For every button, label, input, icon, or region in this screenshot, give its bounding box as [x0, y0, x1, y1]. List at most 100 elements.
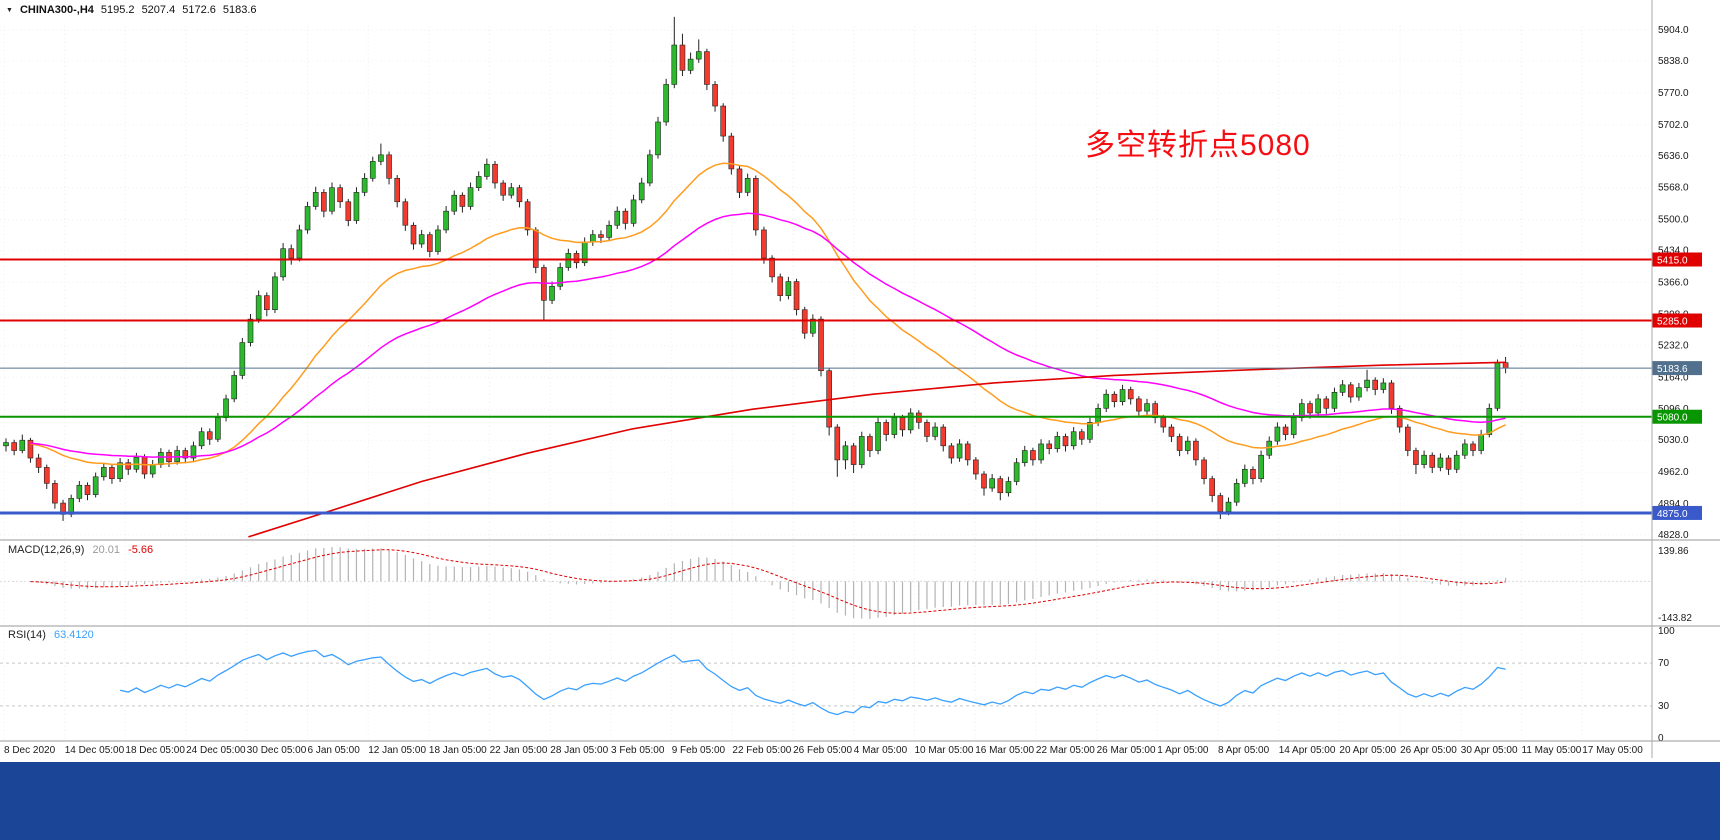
resistance-line-5285-tag: [1652, 313, 1702, 328]
rsi-value: 63.4120: [53, 629, 94, 641]
time-axis-label: 12 Jan 05:00: [368, 745, 426, 756]
candle-body: [1315, 398, 1321, 414]
candle-body: [940, 426, 947, 447]
price-axis-label: 5164.0: [1658, 372, 1689, 383]
candle-body: [1201, 459, 1207, 479]
candle-body: [3, 442, 9, 447]
candle-body: [1282, 426, 1289, 435]
candle-body: [1119, 389, 1126, 403]
candle-body: [435, 229, 441, 252]
candle-body: [369, 161, 376, 179]
time-axis-label: 18 Dec 05:00: [125, 745, 185, 756]
candle-body: [671, 44, 678, 85]
current-price-line-tag: [1652, 361, 1702, 376]
candle-body: [1054, 436, 1061, 449]
candle-body: [956, 443, 963, 459]
time-axis-label: 18 Jan 05:00: [429, 745, 487, 756]
price-axis-label: 5434.0: [1658, 246, 1689, 257]
candle-body: [1494, 362, 1501, 409]
pivot-line-5080-tag: [1652, 409, 1702, 424]
ma-slow-line[interactable]: [248, 361, 1506, 538]
candle-body: [1233, 483, 1240, 503]
candle-body: [337, 187, 343, 203]
candle-body: [19, 439, 26, 451]
candle-body: [1005, 481, 1012, 494]
candle-body: [1307, 403, 1313, 414]
candle-body: [198, 431, 205, 447]
candle-body: [1339, 384, 1346, 393]
time-axis-label: 30 Dec 05:00: [247, 745, 307, 756]
candle-body: [361, 178, 368, 193]
candle-body: [1356, 387, 1362, 398]
candle-body: [296, 229, 303, 259]
candle-body: [516, 187, 523, 203]
time-axis-label: 28 Jan 05:00: [550, 745, 608, 756]
candle-body: [76, 484, 83, 499]
candle-body: [1062, 436, 1069, 447]
time-axis-label: 30 Apr 05:00: [1461, 745, 1518, 756]
candle-body: [117, 462, 123, 479]
candle-body: [728, 135, 735, 170]
price-axis-label: 5030.0: [1658, 435, 1689, 446]
candle-body: [1405, 426, 1411, 451]
time-axis-label: 10 Mar 05:00: [915, 745, 974, 756]
candle-body: [1421, 454, 1427, 465]
price-tag-label: 5415.0: [1657, 256, 1688, 267]
candle-body: [133, 456, 140, 470]
candle-body: [475, 176, 482, 188]
candle-body: [1274, 426, 1281, 442]
candle-body: [272, 276, 278, 311]
price-axis-label: 5904.0: [1658, 25, 1689, 36]
candle-body: [1429, 454, 1436, 468]
candle-body: [459, 194, 466, 207]
candle-body: [394, 178, 401, 203]
candle-body: [84, 484, 91, 495]
rsi-axis-label: 30: [1658, 701, 1670, 712]
candle-body: [687, 58, 694, 71]
price-axis-label: 5636.0: [1658, 151, 1689, 162]
candle-body: [785, 281, 792, 296]
candle-body: [557, 267, 564, 287]
candle-body: [875, 422, 881, 451]
candle-body: [1258, 454, 1264, 479]
macd-main-value: 20.01: [92, 544, 121, 556]
price-tag-label: 4875.0: [1657, 509, 1688, 520]
time-axis-label: 17 May 05:00: [1582, 745, 1643, 756]
candle-body: [973, 459, 979, 475]
ma-mid-line[interactable]: [30, 212, 1506, 458]
candle-body: [484, 163, 490, 177]
candle-body: [867, 436, 873, 451]
candle-body: [43, 467, 50, 484]
candle-body: [1462, 443, 1468, 456]
candle-body: [761, 229, 767, 259]
candle-body: [810, 318, 816, 334]
bottom-bar[interactable]: [0, 762, 1720, 840]
chart-annotation[interactable]: 多空转折点5080: [1085, 129, 1311, 162]
candle-body: [92, 476, 99, 495]
candle-body: [35, 457, 42, 468]
candle-body: [426, 234, 433, 252]
candle-body: [508, 187, 515, 196]
candle-body: [679, 44, 686, 71]
symbol-timeframe-label: CHINA300-,H4: [19, 4, 94, 16]
candle-body: [386, 154, 392, 179]
candle-body: [1184, 440, 1191, 451]
candle-body: [1323, 398, 1330, 409]
price-axis-label: 4962.0: [1658, 467, 1689, 478]
candle-body: [1111, 393, 1118, 403]
candle-body: [304, 206, 311, 231]
ma-fast-line[interactable]: [30, 162, 1506, 466]
candle-body: [932, 426, 938, 437]
candle-body: [149, 464, 156, 475]
candle-body: [891, 417, 898, 435]
candle-body: [981, 473, 987, 489]
price-axis-label: 5568.0: [1658, 183, 1689, 194]
price-axis-label: 5838.0: [1658, 56, 1689, 67]
time-axis-label: 8 Dec 2020: [4, 745, 56, 756]
candle-body: [712, 84, 718, 107]
candle-body: [378, 154, 384, 162]
candle-body: [1478, 434, 1484, 451]
time-axis-label: 3 Feb 05:00: [611, 745, 665, 756]
macd-indicator-label: MACD(12,26,9) 20.01 -5.66: [8, 544, 158, 556]
